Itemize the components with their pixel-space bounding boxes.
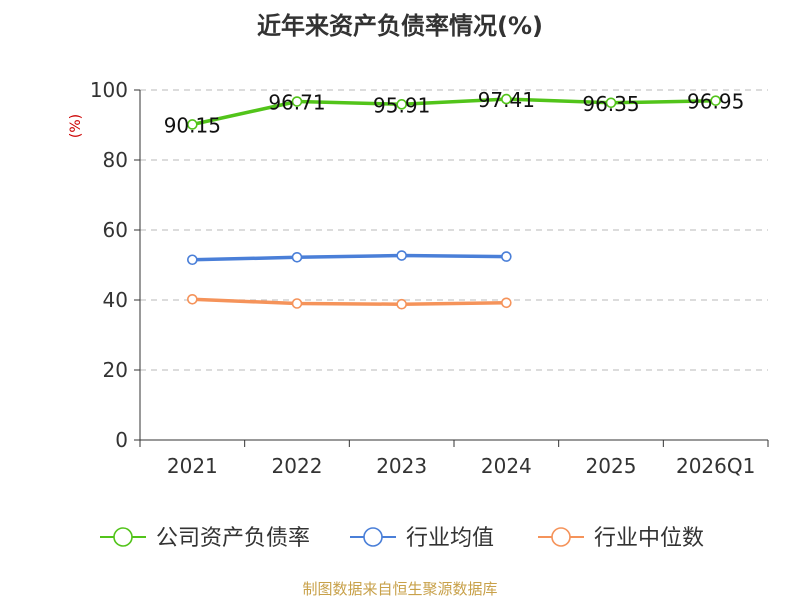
series-line-0 xyxy=(191,97,716,127)
y-tick-label: 0 xyxy=(115,428,128,452)
x-tick-label: 2021 xyxy=(167,454,218,478)
y-tick-label: 80 xyxy=(103,148,128,172)
data-label: 96.71 xyxy=(268,91,325,115)
legend-marker xyxy=(113,527,133,547)
data-point xyxy=(501,93,512,105)
y-axis-label: (%) xyxy=(68,114,84,138)
x-tick-label: 2023 xyxy=(376,454,427,478)
data-point xyxy=(187,254,198,266)
data-point xyxy=(605,97,617,109)
x-tick-label: 2026Q1 xyxy=(676,454,755,478)
x-tick-label: 2022 xyxy=(272,454,323,478)
legend-marker xyxy=(363,527,383,547)
x-tick-label: 2024 xyxy=(481,454,532,478)
data-label: 97.41 xyxy=(478,88,535,112)
y-tick-label: 100 xyxy=(90,78,128,102)
data-point xyxy=(710,95,721,106)
series-line-2 xyxy=(192,297,507,306)
legend-label: 行业均值 xyxy=(406,526,494,551)
data-point xyxy=(291,298,303,309)
data-point xyxy=(396,99,407,110)
axes: 0 20 40 60 80 100 2021 2022 2023 2024 2025 2026Q1 xyxy=(90,78,769,478)
series-line-1 xyxy=(192,253,507,262)
series: 90.15 96.71 95.91 97.41 96.35 96.95 xyxy=(164,88,744,310)
legend-marker xyxy=(551,527,571,547)
data-label: 90.15 xyxy=(164,113,221,137)
data-point xyxy=(396,298,407,310)
legend: 公司资产负债率 行业均值 行业中位数 xyxy=(100,526,704,551)
legend-label: 行业中位数 xyxy=(594,526,704,551)
data-point xyxy=(187,293,198,305)
chart-title: 近年来资产负债率情况(%) xyxy=(257,12,543,40)
data-point xyxy=(291,251,303,263)
y-tick-label: 40 xyxy=(103,288,128,312)
data-point xyxy=(396,250,407,261)
data-point xyxy=(187,119,198,130)
data-label: 96.95 xyxy=(687,90,744,114)
data-point xyxy=(501,251,512,262)
data-label: 95.91 xyxy=(373,93,430,117)
y-tick-label: 20 xyxy=(103,358,128,382)
legend-label: 公司资产负债率 xyxy=(156,526,310,551)
data-point xyxy=(501,297,512,309)
x-tick-label: 2025 xyxy=(586,454,637,478)
source-note: 制图数据来自恒生聚源数据库 xyxy=(302,580,498,598)
data-point xyxy=(291,96,303,107)
y-tick-label: 60 xyxy=(103,218,128,242)
data-label: 96.35 xyxy=(582,92,639,116)
grid-lines xyxy=(140,89,768,371)
